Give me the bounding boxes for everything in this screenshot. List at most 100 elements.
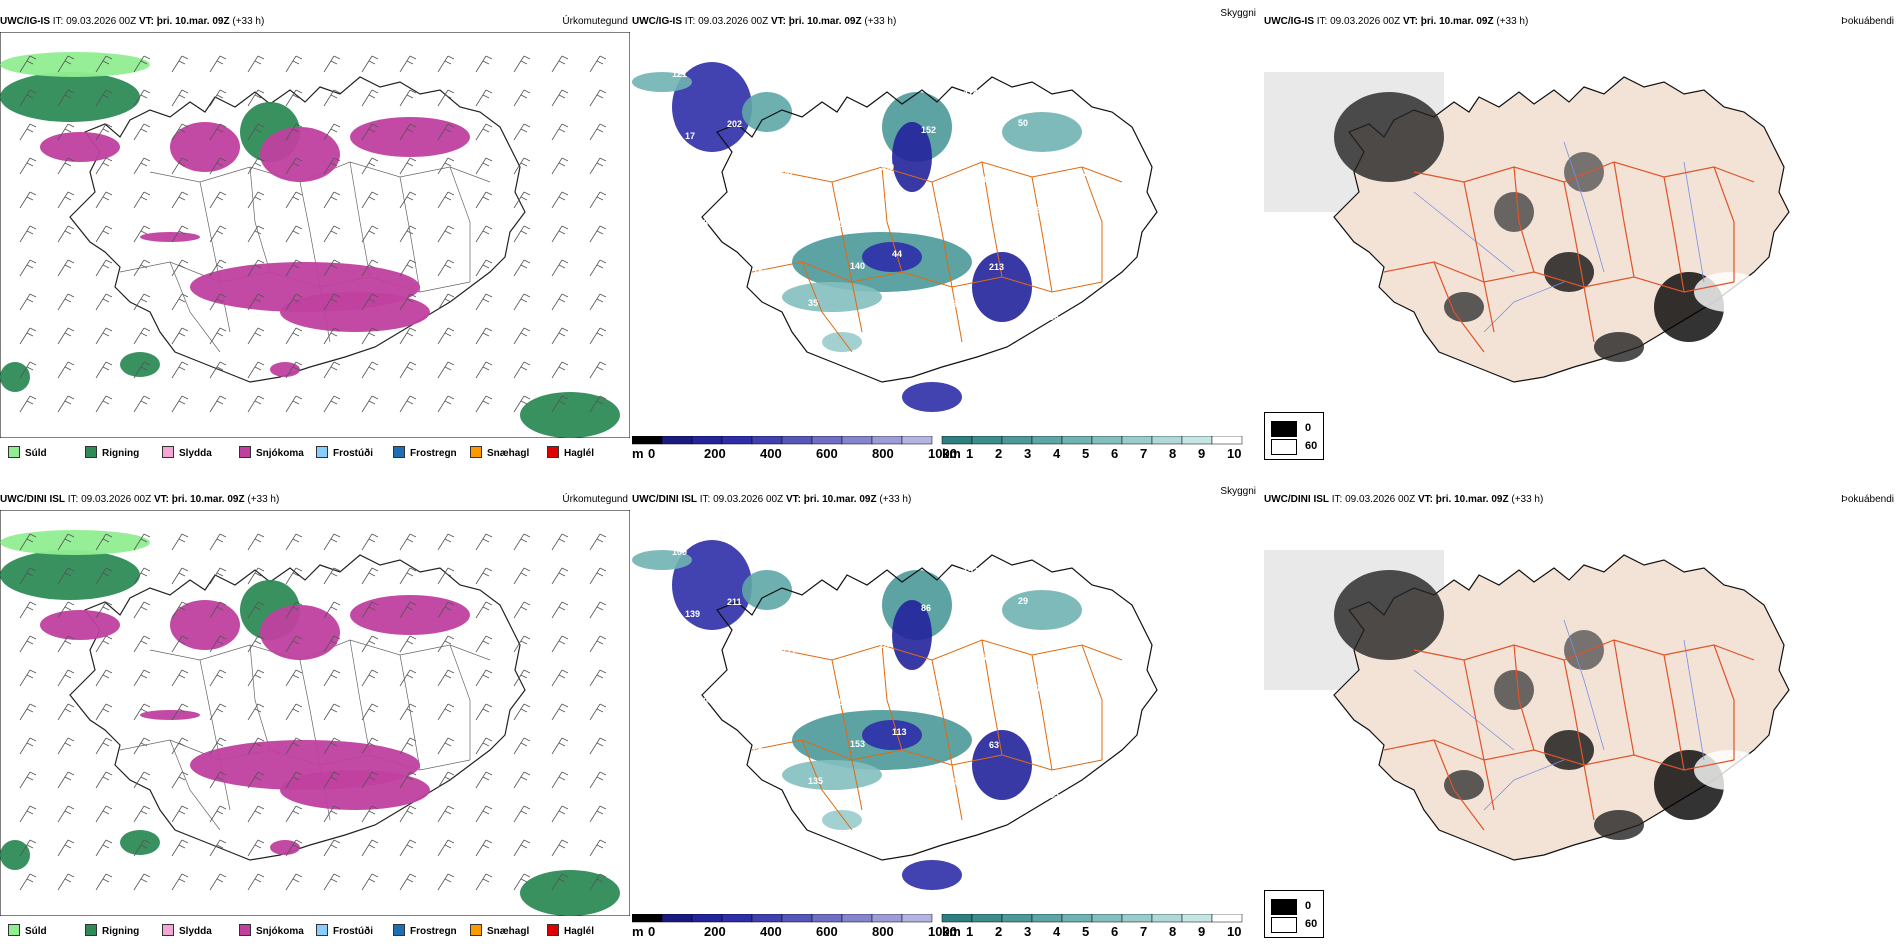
colorbar-cell <box>1031 914 1063 923</box>
it-value: 09.03.2026 00Z <box>698 16 769 27</box>
visibility-area <box>672 540 752 630</box>
visibility-value-label: 285 <box>824 610 839 620</box>
visibility-area <box>972 730 1032 800</box>
legend-label: Slydda <box>179 926 212 937</box>
colorbar-cell <box>871 914 903 923</box>
visibility-value-label: 29 <box>1018 596 1028 606</box>
it-label: IT: <box>67 494 79 505</box>
visibility-value-label: 25 <box>1073 646 1083 656</box>
colorbar-cell <box>661 914 693 923</box>
vt-value: þri. 10.mar. 09Z <box>788 16 862 27</box>
visibility-value-label: 33 <box>866 75 876 85</box>
legend-swatch <box>316 924 328 936</box>
visibility-value-label: 129 <box>769 560 784 570</box>
visibility-value-label: 90 <box>1057 877 1067 887</box>
colorbar-cell <box>1181 914 1213 923</box>
fog-area <box>1594 332 1644 362</box>
fog-area <box>1494 670 1534 710</box>
visibility-value-label: 153 <box>1060 559 1075 569</box>
precip-legend: Súld Rigning Slydda Snjókoma Frostúði Frostre… <box>0 918 630 942</box>
visibility-value-label: 111 <box>769 82 783 92</box>
colorbar-cell <box>691 436 723 445</box>
fog-key-value-0: 0 <box>1305 900 1312 912</box>
visibility-value-label: 211 <box>727 597 742 607</box>
visibility-area <box>632 550 692 570</box>
colorbar-tick: 9 <box>1198 924 1206 939</box>
colorbar-tick: 0 <box>648 924 656 939</box>
visibility-value-label: 135 <box>808 776 823 786</box>
legend-label: Frostúði <box>333 448 373 459</box>
visibility-value-label: 139 <box>685 609 700 619</box>
colorbar-tick: 800 <box>872 446 894 461</box>
vt-value: þri. 10.mar. 09Z <box>171 494 245 505</box>
visibility-value-label: 108 <box>837 697 852 707</box>
legend-item: Haglél <box>547 446 594 459</box>
legend-item: Súld <box>8 924 47 937</box>
visibility-value-label: 480 <box>947 299 962 309</box>
fog-panel-row1: UWC/IG-IS IT: 09.03.2026 00Z VT: þri. 10… <box>1264 8 1894 470</box>
visibility-value-label: 153 <box>850 739 865 749</box>
visibility-value-label: 44 <box>892 249 902 259</box>
legend-swatch <box>239 924 251 936</box>
colorbar-unit-km: km <box>942 446 961 461</box>
it-value: 09.03.2026 00Z <box>66 16 137 27</box>
vt-label: VT: <box>1417 494 1433 505</box>
iceland-coastline <box>69 554 526 861</box>
lead-time: (+33 h) <box>864 16 897 27</box>
legend-label: Snæhagl <box>487 448 530 459</box>
fog-key-box-0 <box>1271 899 1297 915</box>
colorbar-tick: 7 <box>1140 924 1148 939</box>
colorbar-cell <box>1001 914 1033 923</box>
legend-item: Frostúði <box>316 924 373 937</box>
visibility-value-label: 159 <box>976 653 991 663</box>
vt-label: VT: <box>770 16 786 27</box>
colorbar-unit-m: m <box>632 924 644 939</box>
fog-area <box>1334 92 1444 182</box>
colorbar-cell <box>901 914 933 923</box>
visibility-value-label: 206 <box>905 789 920 799</box>
colorbar-strip <box>632 436 1243 445</box>
vt-label: VT: <box>153 494 169 505</box>
visibility-area <box>972 252 1032 322</box>
legend-swatch <box>393 446 405 458</box>
precip-type-map <box>0 32 630 438</box>
visibility-colorbar: m 0 200 400 600 800 1000 km 1 2 3 4 5 6 7 8 9 10 <box>632 914 1262 942</box>
visibility-value-label: 152 <box>963 566 978 576</box>
vt-value: þri. 10.mar. 09Z <box>1435 494 1509 505</box>
vt-label: VT: <box>138 16 154 27</box>
visibility-area <box>902 382 962 412</box>
legend-swatch <box>162 924 174 936</box>
precip-type-panel-row2: UWC/DINI ISL IT: 09.03.2026 00Z VT: þri.… <box>0 486 630 948</box>
fog-area <box>1444 770 1484 800</box>
fog-area <box>1544 730 1594 770</box>
panel-title: Úrkomutegund <box>562 16 628 27</box>
precip-area <box>0 530 150 555</box>
colorbar-tick: 400 <box>760 924 782 939</box>
visibility-value-label: 92 <box>905 311 915 321</box>
colorbar-cell <box>661 436 693 445</box>
precip-area <box>0 362 30 392</box>
panel-title: Skyggni <box>1220 8 1256 19</box>
legend-label: Frostúði <box>333 926 373 937</box>
visibility-area <box>862 242 922 272</box>
visibility-value-label: 82 <box>795 211 805 221</box>
road-network <box>1383 161 1755 353</box>
visibility-value-label: 202 <box>727 119 742 129</box>
visibility-value-label: 126 <box>866 553 881 563</box>
fog-key: 0 60 <box>1264 412 1324 460</box>
precip-area <box>0 840 30 870</box>
precip-legend: Súld Rigning Slydda Snjókoma Frostúði Frostre… <box>0 440 630 464</box>
legend-item: Haglél <box>547 924 594 937</box>
precip-area <box>140 232 200 242</box>
road-network <box>1383 639 1755 831</box>
visibility-area <box>1002 112 1082 152</box>
iceland-coastline <box>69 76 526 383</box>
visibility-value-label: 63 <box>989 740 999 750</box>
it-label: IT: <box>1331 494 1343 505</box>
visibility-value-label: 78 <box>934 690 944 700</box>
panel-title: Skyggni <box>1220 486 1256 497</box>
fog-panel-row2: UWC/DINI ISL IT: 09.03.2026 00Z VT: þri.… <box>1264 486 1894 948</box>
colorbar-tick: 3 <box>1024 446 1032 461</box>
legend-swatch <box>547 446 559 458</box>
lead-time: (+33 h) <box>232 16 265 27</box>
